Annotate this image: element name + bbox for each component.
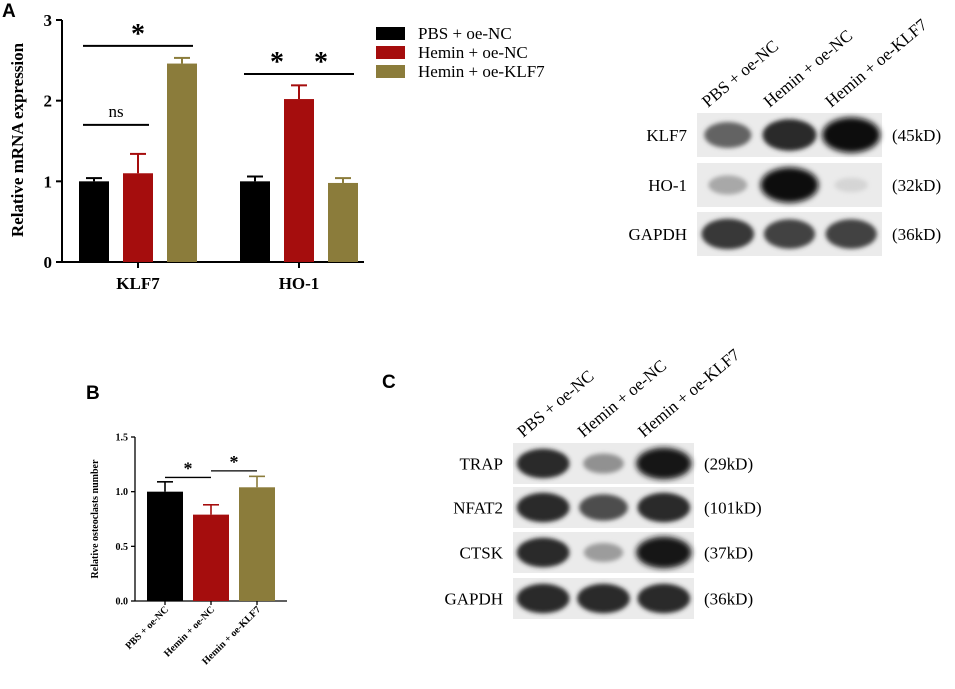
blot-protein-label: GAPDH <box>444 590 503 609</box>
blot-band <box>763 219 816 249</box>
panel-a-significance-label: * <box>270 47 284 78</box>
panel-b-bar-chart: Relative osteoclasts number 0.0 0.5 1.0 1.5… <box>90 433 287 667</box>
panel-a-significance-label: * <box>131 19 145 50</box>
blot-band <box>516 583 570 614</box>
panel-a-y-axis-label: Relative mRNA expression <box>8 42 27 237</box>
blot-band <box>516 537 570 568</box>
blot-size-label: (101kD) <box>704 499 762 518</box>
panel-a-bar-chart: Relative mRNA expression 0 1 2 3 KLF7 HO-1 ns *… <box>8 11 364 293</box>
blot-band <box>701 218 755 250</box>
blot-band <box>637 492 691 523</box>
panel-a-y-tick-label: 2 <box>44 92 53 111</box>
blot-size-label: (36kD) <box>892 225 941 244</box>
panel-b-bar <box>193 514 229 601</box>
panel-a-legend-label: Hemin + oe-KLF7 <box>418 62 545 81</box>
panel-b-y-tick-label: 1.5 <box>116 433 129 444</box>
panel-a-legend-swatch <box>376 46 405 59</box>
panel-a-legend-swatch <box>376 27 405 40</box>
panel-b-y-tick-label: 0.0 <box>116 597 129 608</box>
blot-band <box>516 448 570 479</box>
blot-band <box>762 119 817 151</box>
panel-b-y-tick-label: 0.5 <box>116 542 129 553</box>
panel-label-b: B <box>86 383 100 404</box>
panel-a-bar <box>284 99 314 262</box>
panel-a-bar <box>328 182 358 262</box>
panel-a-legend-label: PBS + oe-NC <box>418 24 512 43</box>
blot-size-label: (37kD) <box>704 544 753 563</box>
panel-b-bar <box>239 487 275 601</box>
panel-a-bar <box>167 63 197 263</box>
blot-band <box>708 175 748 195</box>
blot-protein-label: TRAP <box>460 455 503 474</box>
blot-band <box>704 121 752 149</box>
blot-band <box>577 583 630 614</box>
panel-label-c: C <box>382 372 396 393</box>
panel-a-legend-swatch <box>376 65 405 78</box>
blot-band <box>822 117 881 153</box>
blot-band <box>760 167 819 203</box>
blot-band <box>834 177 868 193</box>
panel-a-x-tick-label: KLF7 <box>116 274 160 293</box>
panel-a-y-tick-label: 1 <box>44 172 53 191</box>
blot-band <box>636 536 692 569</box>
blot-band <box>637 583 691 614</box>
blot-protein-label: HO-1 <box>648 176 687 195</box>
panel-a-y-tick-label: 3 <box>44 11 53 30</box>
blot-band <box>825 219 877 249</box>
panel-b-x-tick-label: PBS + oe-NC <box>124 604 172 652</box>
blot-protein-label: NFAT2 <box>453 499 503 518</box>
panel-a-significance-label: * <box>314 47 328 78</box>
panel-label-a: A <box>2 1 16 22</box>
panel-b-y-tick-label: 1.0 <box>116 487 129 498</box>
blot-size-label: (45kD) <box>892 126 941 145</box>
panel-a-bar <box>79 181 109 262</box>
blot-size-label: (29kD) <box>704 455 753 474</box>
blot-protein-label: KLF7 <box>646 126 687 145</box>
panel-a-significance-label: ns <box>108 102 123 121</box>
panel-a-legend-label: Hemin + oe-NC <box>418 43 528 62</box>
panel-a-bar <box>240 181 270 262</box>
blot-size-label: (36kD) <box>704 590 753 609</box>
panel-b-y-axis-label: Relative osteoclasts number <box>90 459 101 578</box>
blot-band <box>636 447 692 480</box>
panel-a-bar <box>123 173 153 262</box>
panel-b-significance-label: * <box>230 452 239 472</box>
blot-band <box>583 543 624 562</box>
panel-b-bar <box>147 491 183 601</box>
blot-band <box>516 492 570 523</box>
blot-band <box>583 453 624 474</box>
panel-a-y-tick-label: 0 <box>44 253 53 272</box>
blot-protein-label: CTSK <box>460 544 504 563</box>
blot-protein-label: GAPDH <box>628 225 687 244</box>
panel-a-x-tick-label: HO-1 <box>279 274 320 293</box>
panel-b-significance-label: * <box>184 458 193 478</box>
blot-size-label: (32kD) <box>892 176 941 195</box>
blot-lane-label: Hemin + oe-KLF7 <box>822 15 932 111</box>
blot-lane-label: Hemin + oe-KLF7 <box>634 345 744 441</box>
blot-band <box>579 494 628 521</box>
